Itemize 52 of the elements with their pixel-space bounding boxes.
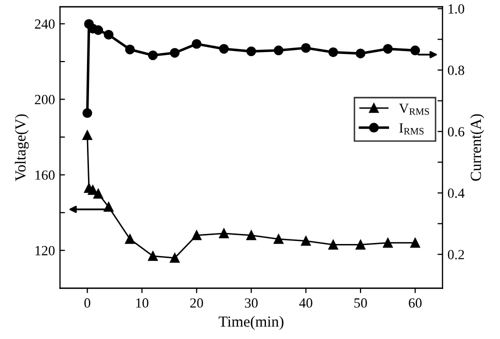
point bbox=[170, 253, 180, 263]
x-tick-label: 50 bbox=[354, 298, 367, 308]
point bbox=[148, 251, 158, 261]
y2-tick-label: 0.2 bbox=[448, 250, 464, 260]
point bbox=[301, 43, 311, 53]
point bbox=[192, 39, 202, 49]
point bbox=[148, 50, 158, 60]
x-axis-title: Time(min) bbox=[218, 316, 284, 330]
point bbox=[410, 46, 420, 56]
point bbox=[382, 238, 393, 248]
x-tick-label: 0 bbox=[84, 298, 90, 308]
point bbox=[219, 228, 229, 238]
point bbox=[125, 234, 135, 244]
point bbox=[125, 44, 135, 54]
x-tick-label: 20 bbox=[190, 298, 204, 308]
point bbox=[382, 44, 393, 54]
y2-tick-label: 0.8 bbox=[448, 66, 464, 76]
y-tick-label: 120 bbox=[36, 246, 55, 256]
point bbox=[246, 230, 256, 240]
point bbox=[356, 48, 366, 58]
legend-label: I$_{RMS}$ bbox=[399, 123, 424, 134]
y-tick-label: 240 bbox=[34, 19, 55, 29]
point bbox=[93, 188, 104, 199]
legend-label: V$_{RMS}$ bbox=[399, 104, 429, 115]
point bbox=[88, 185, 98, 195]
y2-tick-label: 0.6 bbox=[448, 127, 464, 137]
point bbox=[104, 202, 114, 212]
point bbox=[274, 234, 284, 244]
point bbox=[301, 236, 311, 246]
x-tick-label: 60 bbox=[408, 298, 422, 308]
y2-tick-label: 1.0 bbox=[448, 4, 464, 14]
point bbox=[356, 240, 366, 250]
point bbox=[274, 46, 284, 56]
point bbox=[104, 30, 114, 40]
point bbox=[219, 44, 229, 54]
point bbox=[82, 108, 92, 118]
y-tick-label: 200 bbox=[34, 94, 55, 104]
y-tick-label: 160 bbox=[36, 170, 55, 180]
x-tick-label: 30 bbox=[244, 298, 258, 308]
y2-tick-label: 0.4 bbox=[448, 188, 465, 198]
x-tick-label: 10 bbox=[136, 298, 148, 308]
point bbox=[246, 46, 256, 56]
point bbox=[170, 48, 180, 58]
point bbox=[328, 47, 338, 58]
y-axis-title: Voltage(V) bbox=[14, 114, 29, 182]
point bbox=[192, 230, 202, 240]
y2-axis-title: Current(A) bbox=[470, 114, 484, 181]
point bbox=[328, 240, 338, 250]
point bbox=[82, 130, 92, 140]
x-tick-label: 40 bbox=[299, 298, 312, 308]
point bbox=[410, 238, 420, 248]
point bbox=[93, 25, 104, 35]
